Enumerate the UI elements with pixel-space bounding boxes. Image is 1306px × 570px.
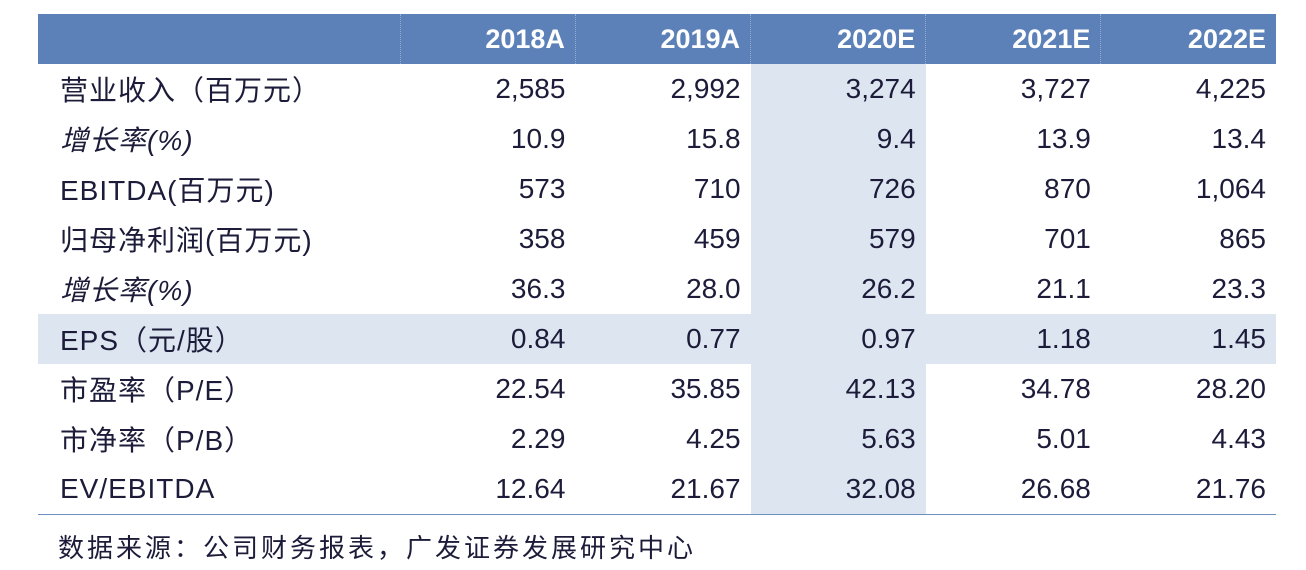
table-cell: 579 (750, 214, 926, 264)
table-cell: 870 (1044, 173, 1091, 204)
table-cell: 1,064 (1195, 173, 1266, 204)
table-cell: 3,274 (750, 64, 926, 114)
table-header-row: 2018A 2019A 2020E 2021E 2022E (38, 14, 1276, 64)
table-cell: 701 (1044, 223, 1091, 254)
table-cell: 5.01 (1036, 423, 1091, 454)
table-cell: 42.13 (750, 364, 926, 414)
financial-forecast-table: 2018A 2019A 2020E 2021E 2022E 营业收入（百万元） … (38, 14, 1276, 515)
header-year-2021E: 2021E (925, 14, 1102, 64)
table-cell: 34.78 (1020, 373, 1091, 404)
table-cell: 21.1 (1036, 273, 1091, 304)
table-cell: 35.85 (670, 373, 741, 404)
table-cell: 4.43 (1211, 423, 1267, 454)
table-cell: 28.20 (1195, 373, 1266, 404)
row-label: EV/EBITDA (38, 464, 401, 515)
table-cell: 865 (1219, 223, 1266, 254)
table-cell: 10.9 (510, 123, 566, 154)
table-cell: 4,225 (1195, 73, 1266, 104)
row-net-profit: 归母净利润(百万元) 358 459 579 701 865 (38, 214, 1276, 264)
table-cell: 12.64 (400, 464, 576, 515)
table-cell: 358 (518, 223, 566, 254)
table-cell: 15.8 (686, 123, 741, 154)
header-year-2019A: 2019A (575, 14, 752, 64)
table-cell: 26.2 (750, 264, 926, 314)
table-cell: 23.3 (1211, 273, 1267, 304)
table-cell: 573 (518, 173, 566, 204)
financial-forecast-table-container: 2018A 2019A 2020E 2021E 2022E 营业收入（百万元） … (38, 14, 1276, 515)
table-cell: 21.76 (1100, 464, 1276, 515)
header-year-2020E: 2020E (750, 14, 927, 64)
table-cell: 5.63 (750, 414, 926, 464)
row-label: EPS（元/股） (38, 314, 401, 364)
table-cell: 3,727 (1020, 73, 1091, 104)
row-label: 增长率(%) (60, 125, 194, 156)
table-cell: 26.68 (925, 464, 1101, 515)
row-pb: 市净率（P/B） 2.29 4.25 5.63 5.01 4.43 (38, 414, 1276, 464)
data-source-note: 数据来源：公司财务报表，广发证券发展研究中心 (58, 534, 697, 564)
table-cell: 22.54 (495, 373, 566, 404)
table-cell: 13.4 (1211, 123, 1267, 154)
row-label: 市盈率（P/E） (60, 375, 254, 406)
table-cell: 1.45 (1100, 314, 1276, 364)
row-revenue: 营业收入（百万元） 2,585 2,992 3,274 3,727 4,225 (38, 64, 1276, 114)
table-cell: 4.25 (686, 423, 741, 454)
row-label: 市净率（P/B） (60, 425, 254, 456)
row-label: 营业收入（百万元） (60, 75, 322, 106)
table-cell: 459 (693, 223, 741, 254)
row-label: 增长率(%) (60, 275, 194, 306)
table-cell: 2.29 (510, 423, 566, 454)
row-pe: 市盈率（P/E） 22.54 35.85 42.13 34.78 28.20 (38, 364, 1276, 414)
table-cell: 0.84 (400, 314, 576, 364)
table-cell: 710 (693, 173, 741, 204)
table-cell: 32.08 (750, 464, 926, 515)
row-label: EBITDA(百万元) (60, 175, 275, 206)
table-cell: 1.18 (925, 314, 1101, 364)
row-ev-ebitda: EV/EBITDA 12.64 21.67 32.08 26.68 21.76 (38, 464, 1276, 515)
row-eps: EPS（元/股） 0.84 0.77 0.97 1.18 1.45 (38, 314, 1276, 364)
table-cell: 2,585 (495, 73, 566, 104)
table-cell: 28.0 (686, 273, 741, 304)
header-label-cell (38, 14, 401, 64)
table-cell: 21.67 (575, 464, 751, 515)
header-year-2022E: 2022E (1187, 23, 1266, 54)
row-revenue-growth: 增长率(%) 10.9 15.8 9.4 13.9 13.4 (38, 114, 1276, 164)
row-label: 归母净利润(百万元) (60, 225, 313, 256)
table-cell: 0.97 (750, 314, 926, 364)
table-cell: 13.9 (1036, 123, 1091, 154)
table-cell: 2,992 (670, 73, 741, 104)
row-ebitda: EBITDA(百万元) 573 710 726 870 1,064 (38, 164, 1276, 214)
table-cell: 0.77 (575, 314, 751, 364)
table-cell: 726 (750, 164, 926, 214)
table-cell: 36.3 (510, 273, 566, 304)
table-cell: 9.4 (750, 114, 926, 164)
row-net-profit-growth: 增长率(%) 36.3 28.0 26.2 21.1 23.3 (38, 264, 1276, 314)
header-year-2018A: 2018A (400, 14, 576, 64)
